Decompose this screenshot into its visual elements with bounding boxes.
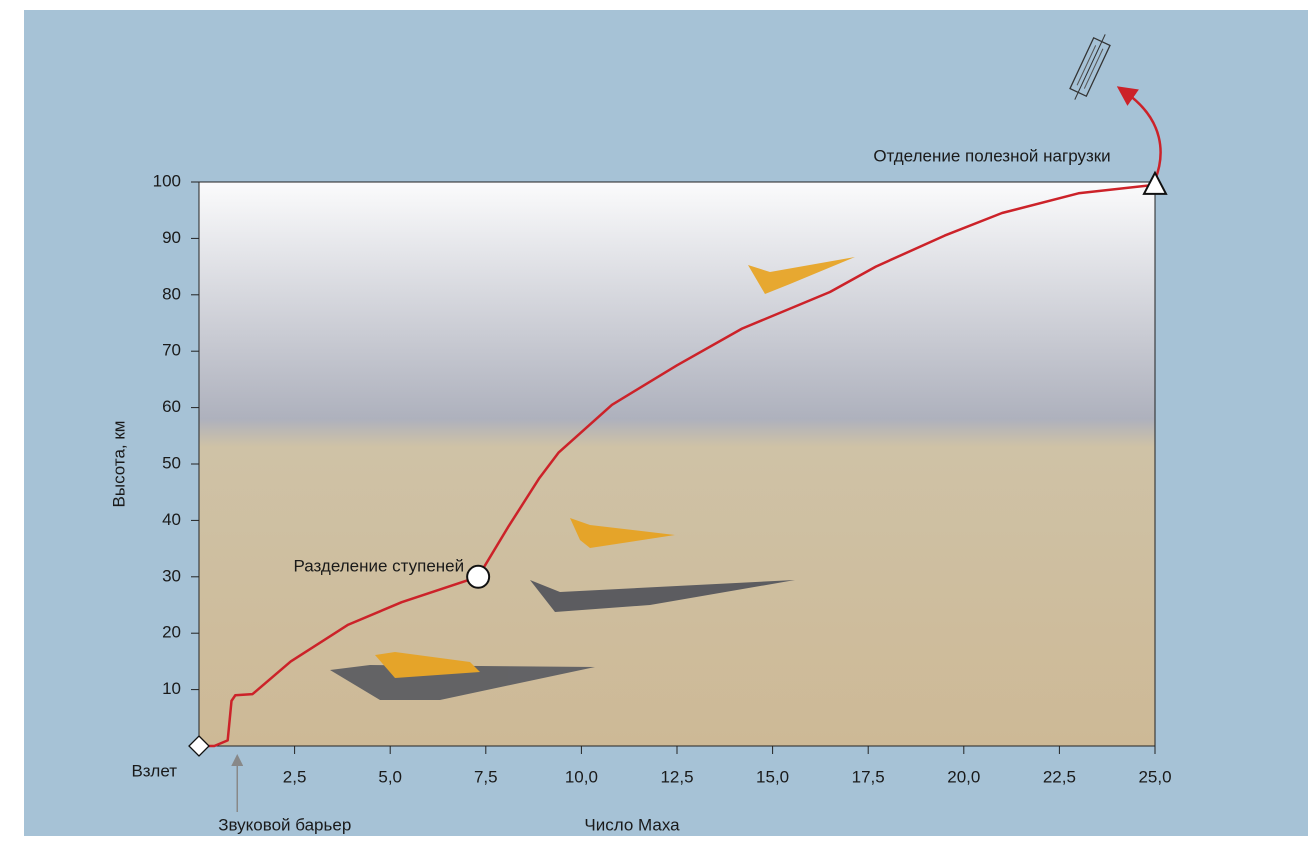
y-tick-label: 60 [162, 397, 181, 416]
x-tick-label: 10,0 [565, 767, 598, 786]
marker-circle [467, 566, 489, 588]
x-tick-label: 22,5 [1043, 767, 1076, 786]
y-tick-label: 10 [162, 679, 181, 698]
x-tick-label: 5,0 [378, 767, 402, 786]
y-tick-label: 20 [162, 623, 181, 642]
chart: Число Маха Высота, км 10 20 30 40 50 60 70 80 90… [0, 0, 1313, 836]
annotation-label: Разделение ступеней [293, 556, 464, 575]
annotation-label: Взлет [131, 761, 177, 780]
y-tick-label: 70 [162, 341, 181, 360]
x-tick-label: 7,5 [474, 767, 498, 786]
x-tick-label: 25,0 [1138, 767, 1171, 786]
plot-area [199, 182, 1155, 746]
y-tick-label: 30 [162, 566, 181, 585]
x-axis-label: Число Маха [584, 815, 680, 834]
x-tick-label: 12,5 [660, 767, 693, 786]
annotation-label: Отделение полезной нагрузки [873, 146, 1110, 165]
x-tick-label: 2,5 [283, 767, 307, 786]
x-tick-label: 17,5 [852, 767, 885, 786]
x-tick-label: 20,0 [947, 767, 980, 786]
y-tick-label: 80 [162, 284, 181, 303]
y-tick-label: 90 [162, 228, 181, 247]
y-axis-label: Высота, км [109, 421, 128, 508]
y-tick-label: 100 [153, 171, 181, 190]
y-tick-label: 50 [162, 453, 181, 472]
x-tick-label: 15,0 [756, 767, 789, 786]
annotation-label: Звуковой барьер [218, 815, 351, 834]
y-tick-label: 40 [162, 510, 181, 529]
